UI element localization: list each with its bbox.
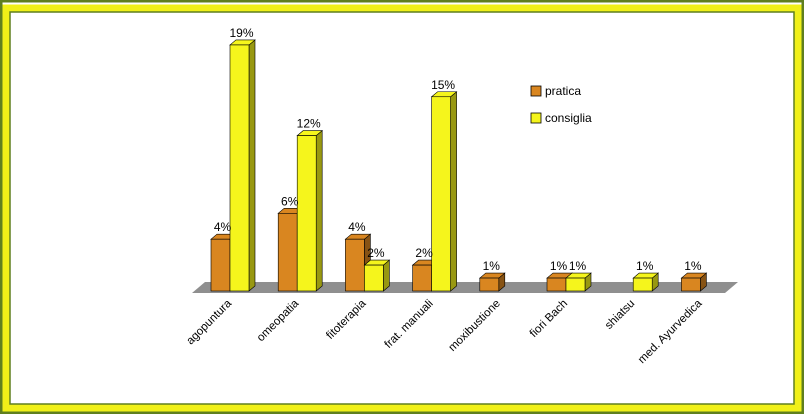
- value-label-consiglia-omeopatia: 12%: [297, 117, 321, 131]
- value-label-pratica-med-ayurvedica: 1%: [684, 259, 702, 273]
- value-label-consiglia-agopuntura: 19%: [229, 26, 253, 40]
- value-labels-layer: 4%19%6%12%4%2% 2%15%1% 1% 1% 1% 1%: [214, 26, 702, 273]
- bars-layer: [210, 39, 708, 292]
- frame-inner-edge: [9, 11, 795, 405]
- value-label-pratica-fiori-bach: 1%: [550, 259, 568, 273]
- legend-label-consiglia: consiglia: [545, 111, 592, 125]
- bar-consiglia-shiatsu: [632, 272, 660, 292]
- legend-swatch-pratica: [530, 85, 542, 97]
- value-label-pratica-agopuntura: 4%: [214, 220, 232, 234]
- frame-inner: [2, 4, 802, 412]
- value-label-pratica-moxibustione: 1%: [483, 259, 501, 273]
- bar-pratica-moxibustione: [478, 272, 506, 292]
- legend: pratica consiglia: [530, 84, 592, 125]
- legend-swatch-consiglia: [530, 112, 542, 124]
- bar-consiglia-fitoterapia: [363, 259, 391, 292]
- chart-floor: [192, 282, 738, 293]
- value-label-consiglia-shiatsu: 1%: [636, 259, 654, 273]
- bar-pratica-med-ayurvedica: [680, 272, 708, 292]
- value-label-consiglia-frat-manuali: 15%: [431, 78, 455, 92]
- value-label-consiglia-fitoterapia: 2%: [367, 246, 385, 260]
- legend-label-pratica: pratica: [545, 84, 581, 98]
- bar-consiglia-omeopatia: [296, 129, 324, 292]
- bar-consiglia-fiori-bach: [565, 272, 592, 292]
- value-label-pratica-fitoterapia: 4%: [348, 220, 366, 234]
- value-label-pratica-omeopatia: 6%: [281, 194, 299, 208]
- value-label-consiglia-fiori-bach: 1%: [569, 259, 587, 273]
- value-label-pratica-frat-manuali: 2%: [415, 246, 433, 260]
- bar-consiglia-agopuntura: [229, 39, 256, 292]
- bar-consiglia-frat-manuali: [430, 91, 458, 292]
